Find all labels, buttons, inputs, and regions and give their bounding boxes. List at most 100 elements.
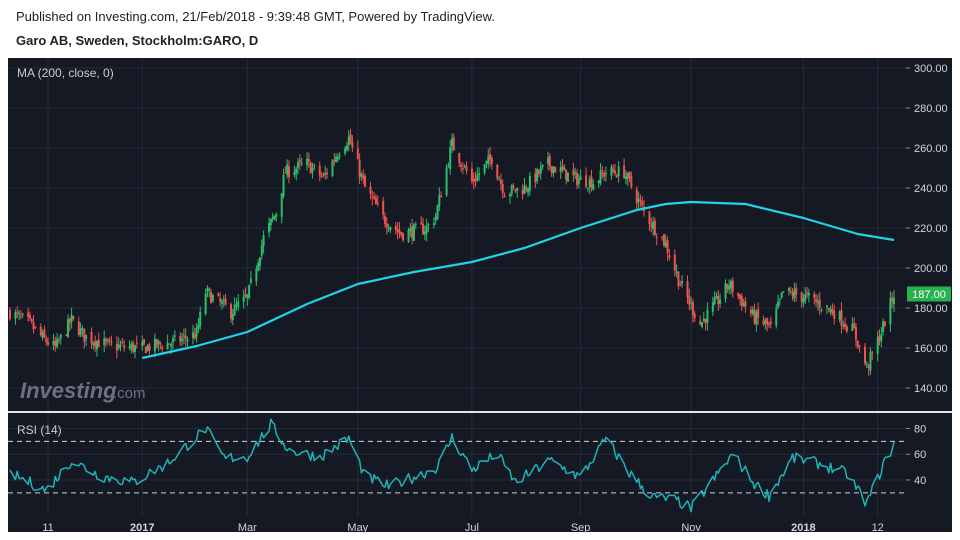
candle-down — [77, 321, 80, 336]
candle-up — [79, 328, 82, 336]
candle-down — [470, 168, 473, 182]
candle-up — [438, 195, 441, 207]
candle-down — [499, 179, 502, 184]
candle-down — [666, 239, 669, 253]
candle-down — [878, 335, 881, 343]
candle-up — [604, 173, 607, 175]
price-axis-label: 280.00 — [914, 103, 948, 115]
candle-down — [349, 134, 352, 144]
candle-down — [867, 365, 870, 369]
candle-down — [630, 176, 633, 188]
last-price-box — [907, 286, 951, 302]
candle-down — [108, 339, 111, 341]
candle-down — [806, 292, 809, 294]
rsi-axis-label: 80 — [914, 423, 926, 435]
investing-watermark: Investing .com — [20, 378, 146, 403]
candle-down — [298, 160, 301, 163]
candle-down — [219, 298, 222, 302]
candle-down — [39, 326, 42, 336]
candle-up — [777, 301, 780, 308]
candle-up — [249, 278, 252, 283]
candle-down — [28, 314, 31, 319]
candle-up — [782, 291, 785, 293]
candle-down — [351, 142, 354, 148]
candle-down — [871, 351, 874, 353]
candle-down — [394, 226, 397, 231]
candle-down — [731, 280, 734, 293]
candle-up — [300, 163, 303, 165]
candle-up — [842, 325, 845, 327]
candle-down — [648, 211, 651, 225]
candle-up — [599, 170, 602, 184]
candle-up — [787, 288, 790, 292]
candle-up — [485, 160, 488, 164]
candle-up — [141, 341, 144, 346]
candle-down — [132, 342, 135, 352]
price-axis-label: 140.00 — [914, 383, 948, 395]
candle-down — [398, 229, 401, 233]
candle-down — [525, 187, 528, 190]
candle-down — [737, 293, 740, 297]
time-axis-label: 2017 — [130, 522, 154, 534]
candle-up — [246, 294, 249, 299]
candle-up — [387, 228, 390, 230]
candle-up — [724, 282, 727, 299]
candle-up — [869, 352, 872, 371]
candle-up — [434, 216, 437, 221]
candle-down — [653, 220, 656, 235]
candle-down — [383, 216, 386, 224]
candle-up — [21, 313, 24, 315]
candle-up — [286, 164, 289, 176]
candle-up — [242, 296, 245, 302]
price-axis-label: 260.00 — [914, 143, 948, 155]
candle-up — [56, 338, 59, 347]
candle-down — [512, 186, 515, 188]
candle-down — [411, 226, 414, 239]
candle-up — [527, 188, 530, 193]
candle-down — [744, 300, 747, 308]
candle-down — [845, 326, 848, 332]
candle-down — [322, 174, 325, 176]
candle-down — [307, 159, 310, 162]
candle-up — [592, 184, 595, 190]
candle-up — [574, 172, 577, 174]
candle-up — [617, 166, 620, 177]
candle-up — [713, 298, 716, 305]
candle-up — [445, 167, 448, 196]
price-axis: 300.00 280.00 260.00 240.00 220.00 200.00 180.… — [906, 63, 948, 395]
ma-indicator-label: MA (200, close, 0) — [17, 66, 114, 80]
candle-down — [422, 223, 425, 235]
candle-down — [679, 284, 682, 287]
candle-up — [191, 332, 194, 338]
candle-down — [572, 169, 575, 176]
candle-down — [693, 313, 696, 318]
candle-down — [465, 166, 468, 171]
candle-down — [813, 294, 816, 299]
candle-down — [168, 343, 171, 345]
candle-up — [820, 309, 823, 311]
time-axis-label: Mar — [238, 522, 257, 534]
candle-up — [335, 156, 338, 162]
candle-down — [686, 280, 689, 298]
candle-up — [103, 338, 106, 345]
candle-up — [775, 308, 778, 326]
candle-up — [231, 313, 234, 321]
candle-up — [751, 309, 754, 314]
candle-up — [579, 176, 582, 180]
candle-down — [769, 321, 772, 324]
candle-down — [382, 201, 385, 215]
candle-down — [318, 165, 321, 176]
candle-down — [668, 255, 671, 258]
candle-down — [628, 172, 631, 179]
candle-down — [287, 166, 290, 178]
price-axis-label: 220.00 — [914, 223, 948, 235]
candle-up — [275, 214, 278, 217]
candle-up — [804, 294, 807, 301]
candle-down — [356, 148, 359, 160]
candle-down — [396, 229, 399, 232]
candle-up — [780, 292, 783, 298]
candle-down — [635, 189, 638, 204]
candle-down — [762, 319, 765, 325]
candle-down — [575, 172, 578, 185]
